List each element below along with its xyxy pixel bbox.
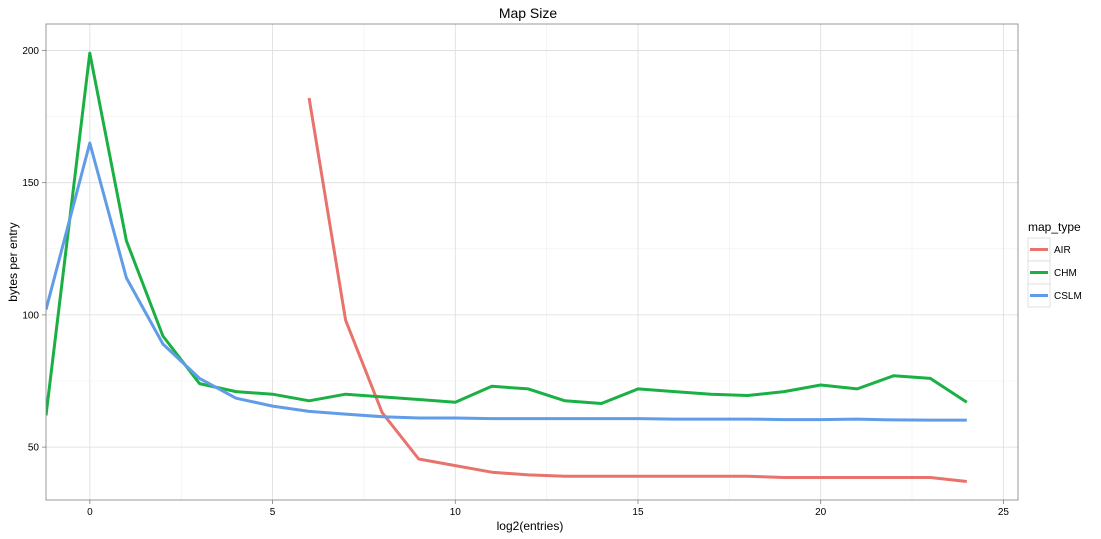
legend-label: CHM (1054, 268, 1077, 279)
x-tick-label: 0 (87, 507, 93, 518)
y-tick-label: 150 (22, 178, 39, 189)
series-line-chm (46, 51, 968, 416)
legend-label: CSLM (1054, 291, 1082, 302)
y-axis-ticks: 50 100 150 200 (22, 46, 46, 454)
x-tick-label: 10 (450, 507, 462, 518)
plot-panel-border (45, 23, 1019, 501)
x-axis-ticks: 0 5 10 15 20 25 (87, 500, 1009, 518)
x-axis-title: log2(entries) (497, 519, 564, 533)
y-tick-label: 200 (22, 46, 39, 57)
x-tick-label: 5 (270, 507, 276, 518)
series-lines (46, 51, 968, 483)
y-tick-label: 100 (22, 310, 39, 321)
chart-title: Map Size (499, 5, 558, 21)
legend-title: map_type (1028, 220, 1081, 234)
y-tick-label: 50 (28, 443, 40, 454)
series-line-air (307, 97, 967, 483)
legend-label: AIR (1054, 245, 1071, 256)
series-line-cslm (46, 141, 967, 422)
legend: map_type AIR CHM CSLM (1027, 220, 1082, 308)
grid (46, 24, 1018, 500)
y-axis-title: bytes per entry (6, 222, 20, 301)
x-tick-label: 25 (998, 507, 1010, 518)
x-tick-label: 20 (815, 507, 827, 518)
x-tick-label: 15 (632, 507, 644, 518)
